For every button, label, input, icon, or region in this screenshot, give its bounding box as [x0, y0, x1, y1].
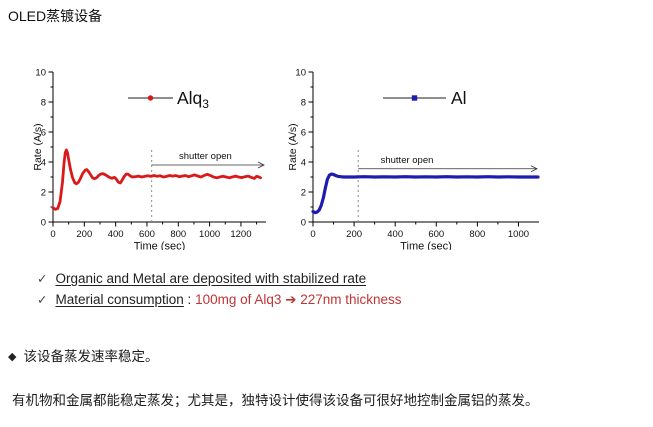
svg-text:0: 0: [301, 218, 306, 229]
svg-text:10: 10: [295, 68, 306, 79]
summary-paragraph: 有机物和金属都能稳定蒸发；尤其是，独特设计使得该设备可很好地控制金属铝的蒸发。: [12, 393, 539, 408]
svg-text:200: 200: [76, 229, 92, 240]
svg-text:600: 600: [139, 229, 155, 240]
svg-text:6: 6: [41, 128, 46, 139]
svg-text:0: 0: [310, 229, 315, 240]
svg-text:2: 2: [41, 188, 46, 199]
svg-text:1000: 1000: [199, 229, 220, 240]
x-axis-label: Time (sec): [400, 241, 452, 251]
svg-text:400: 400: [108, 229, 124, 240]
svg-text:8: 8: [41, 98, 46, 109]
series-alq3-curve: [51, 148, 262, 211]
svg-text:800: 800: [469, 229, 485, 240]
series-al-curve: [311, 172, 540, 215]
legend: Alq3: [128, 88, 209, 111]
axes: 0 2 4 6 8 10 0 200 400 600 800 1000 1200: [35, 68, 266, 240]
svg-text:1200: 1200: [230, 229, 251, 240]
svg-text:shutter open: shutter open: [381, 155, 434, 166]
shutter-annotation: shutter open: [358, 155, 538, 173]
legend-label: Alq3: [177, 88, 209, 111]
legend-label: Al: [451, 88, 467, 108]
legend-marker-circle: [147, 95, 154, 101]
check-icon: ✓: [37, 272, 48, 286]
check-icon: ✓: [37, 293, 48, 307]
diamond-icon: ◆: [8, 351, 17, 363]
svg-text:shutter open: shutter open: [179, 151, 232, 162]
svg-text:1000: 1000: [508, 229, 529, 240]
svg-text:6: 6: [301, 128, 306, 139]
svg-text:0: 0: [41, 218, 46, 229]
page-title: OLED蒸镀设备: [8, 8, 103, 24]
notes-list: ✓ Organic and Metal are deposited with st…: [37, 271, 402, 314]
summary-line1: 该设备蒸发速率稳定。: [23, 349, 159, 364]
svg-text:800: 800: [170, 229, 186, 240]
legend-marker-square: [411, 95, 418, 101]
x-axis-label: Time (sec): [134, 241, 186, 251]
note-text: Organic and Metal are deposited with sta…: [55, 271, 367, 286]
svg-text:8: 8: [301, 98, 306, 109]
axes: 0 2 4 6 8 10 0 200 400 600 800 1000: [295, 68, 539, 240]
svg-text:10: 10: [35, 68, 46, 79]
chart-alq3: 0 2 4 6 8 10 0 200 400 600 800 1000 1200 Time (sec) Ra…: [33, 68, 266, 251]
note-text: Material consumption: [55, 292, 184, 307]
svg-text:400: 400: [387, 229, 403, 240]
shutter-annotation: shutter open: [151, 151, 265, 169]
svg-text:600: 600: [428, 229, 444, 240]
note-highlight-text: 100mg of Alq3 ➔ 227nm thickness: [195, 292, 402, 307]
summary-bullet-line: ◆ 该设备蒸发速率稳定。: [8, 345, 158, 365]
note-separator: :: [183, 292, 196, 307]
legend: Al: [383, 88, 467, 108]
y-axis-label: Rate (A/s): [288, 123, 299, 170]
svg-text:0: 0: [50, 229, 55, 240]
svg-text:4: 4: [301, 158, 306, 169]
svg-text:2: 2: [301, 188, 306, 199]
y-axis-label: Rate (A/s): [33, 123, 44, 170]
note-item-stabilized-rate: ✓ Organic and Metal are deposited with st…: [37, 271, 402, 286]
svg-text:200: 200: [346, 229, 362, 240]
svg-text:4: 4: [41, 158, 46, 169]
note-item-material-consumption: ✓ Material consumption : 100mg of Alq3 ➔ …: [37, 292, 402, 308]
chart-al: 0 2 4 6 8 10 0 200 400 600 800 1000 Time (sec) Rate (…: [288, 68, 540, 251]
